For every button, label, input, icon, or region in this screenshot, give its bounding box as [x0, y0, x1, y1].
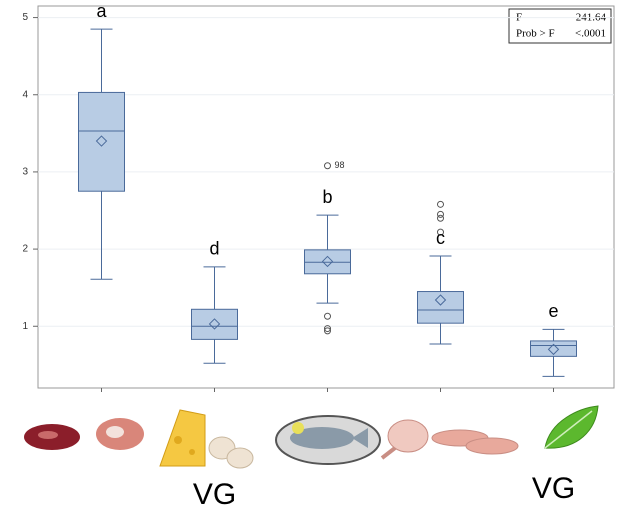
- stats-name: Prob > F: [516, 28, 555, 40]
- group-letter: b: [322, 187, 332, 207]
- outlier-label: 98: [335, 160, 345, 170]
- group-letter: c: [436, 228, 445, 248]
- box: [192, 309, 238, 339]
- group-letter: a: [96, 1, 107, 21]
- group-letter: e: [548, 301, 558, 321]
- box: [418, 292, 464, 324]
- cheese-icon: [160, 410, 253, 468]
- poultry-icon: [382, 420, 518, 458]
- fish-icon: [276, 416, 380, 464]
- bottom-label: VG: [532, 472, 575, 505]
- stats-value: <.0001: [575, 28, 606, 40]
- group-letter: d: [209, 239, 219, 259]
- outlier: [438, 215, 444, 221]
- box: [79, 92, 125, 191]
- y-tick-label: 5: [22, 12, 28, 23]
- bottom-label: VG: [193, 478, 236, 511]
- outlier: [438, 201, 444, 207]
- y-tick-label: 3: [22, 167, 28, 178]
- outlier: [325, 163, 331, 169]
- y-tick-label: 4: [22, 89, 28, 100]
- leaf-icon: [545, 406, 598, 448]
- chart: F 241.64 Prob > F <.0001 12345adVG98bceV…: [0, 0, 618, 513]
- y-tick-label: 1: [22, 321, 28, 332]
- meat-icon: [24, 418, 144, 450]
- y-tick-label: 2: [22, 244, 28, 255]
- outlier: [325, 313, 331, 319]
